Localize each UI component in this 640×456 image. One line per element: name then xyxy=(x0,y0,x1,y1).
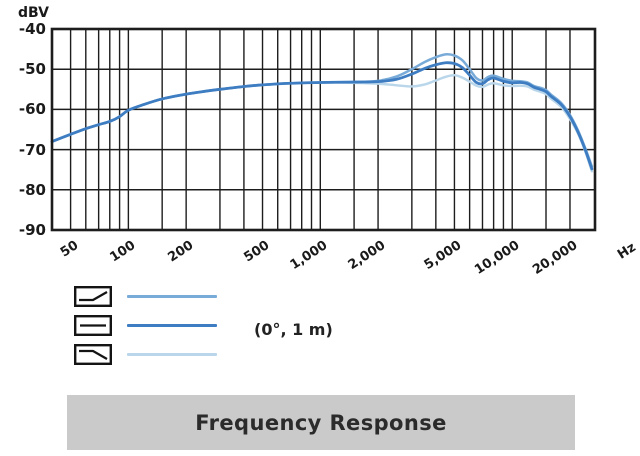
y-tick-label: -50 xyxy=(18,60,46,79)
response-curve-high-frequency-cut xyxy=(50,74,594,173)
plot-border xyxy=(50,27,597,232)
chart-title: Frequency Response xyxy=(195,410,447,435)
x-tick-label: 1,000 xyxy=(287,238,331,273)
x-tick-label: 50 xyxy=(57,238,81,261)
y-tick-label: -60 xyxy=(18,100,46,119)
x-tick-label: 10,000 xyxy=(472,238,523,278)
switch-setting-icon-rise-at-high-end xyxy=(74,286,112,307)
measurement-condition-note: (0°, 1 m) xyxy=(254,320,333,339)
x-tick-label: 100 xyxy=(107,238,139,266)
chart-title-bar: Frequency Response xyxy=(67,395,575,450)
legend-line-sample-high-frequency-boost xyxy=(127,295,217,298)
legend-row-high-frequency-boost xyxy=(74,286,217,307)
x-tick-label: 20,000 xyxy=(529,238,581,278)
y-axis-unit-label: dBV xyxy=(18,5,49,21)
legend-row-flat xyxy=(74,315,217,336)
x-tick-label: 5,000 xyxy=(421,238,465,273)
legend-line-sample-flat xyxy=(127,324,217,327)
legend-row-high-frequency-cut xyxy=(74,344,217,365)
x-tick-label: 500 xyxy=(241,238,273,266)
x-tick-label: 2,000 xyxy=(345,238,389,273)
y-tick-label: -90 xyxy=(18,221,46,239)
response-curve-flat xyxy=(50,61,594,171)
switch-setting-icon-fall-at-high-end xyxy=(74,344,112,365)
y-tick-label: -70 xyxy=(18,140,46,159)
x-tick-label: 200 xyxy=(165,238,197,266)
x-axis-unit-label: Hz xyxy=(614,240,639,263)
frequency-response-plot xyxy=(50,27,597,232)
switch-setting-icon-flat xyxy=(74,315,112,336)
y-tick-label: -80 xyxy=(18,180,46,199)
y-tick-label: -40 xyxy=(18,20,46,38)
legend-line-sample-high-frequency-cut xyxy=(127,353,217,356)
